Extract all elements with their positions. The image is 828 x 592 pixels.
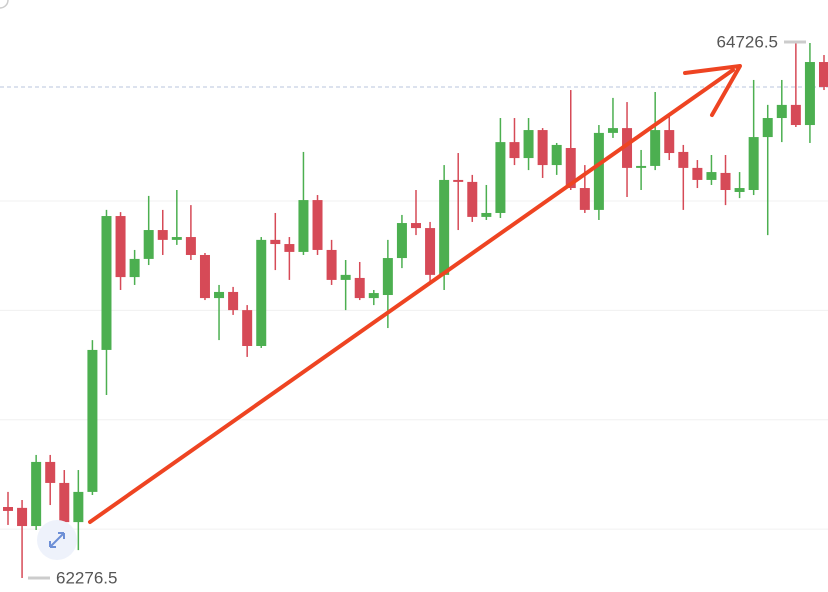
- candle-body: [17, 507, 28, 527]
- candle-body: [340, 274, 351, 280]
- candle-body: [199, 254, 210, 299]
- candle-body: [45, 461, 56, 483]
- candle-body: [495, 142, 506, 213]
- trend-arrow-head: [683, 64, 742, 117]
- grid: [0, 86, 828, 530]
- candle-body: [537, 130, 548, 166]
- candle-body: [185, 237, 196, 255]
- candle-body: [636, 165, 647, 168]
- candle-body: [129, 258, 140, 278]
- candle-body: [607, 128, 618, 133]
- candle-body: [411, 223, 421, 229]
- candles: [3, 42, 828, 578]
- candle-body: [59, 482, 70, 523]
- candle-body: [706, 172, 717, 180]
- candle-body: [242, 310, 253, 346]
- candle-body: [312, 200, 323, 250]
- candle-body: [790, 104, 801, 126]
- candle-body: [396, 223, 407, 259]
- candle-body: [551, 144, 562, 166]
- candle-body: [101, 216, 112, 350]
- candle-body: [762, 118, 773, 138]
- candle-body: [157, 230, 168, 240]
- candle-body: [73, 491, 84, 523]
- candle-body: [453, 179, 464, 182]
- candle-body: [382, 258, 393, 296]
- candle-body: [439, 179, 450, 275]
- candle-body: [256, 239, 267, 346]
- candle-body: [425, 228, 436, 275]
- candle-body: [270, 239, 281, 245]
- candle-body: [819, 62, 828, 87]
- candle-body: [565, 148, 576, 189]
- candle-body: [622, 128, 633, 168]
- candle-body: [171, 237, 182, 240]
- high-label: 64726.5: [717, 32, 778, 51]
- candle-body: [368, 293, 379, 299]
- candle-body: [467, 181, 478, 217]
- candle-body: [143, 230, 154, 259]
- candle-body: [228, 291, 239, 311]
- candle-body: [734, 188, 745, 192]
- candle-body: [678, 151, 689, 168]
- candle-body: [523, 130, 534, 159]
- candle-body: [664, 130, 675, 154]
- candle-body: [298, 200, 309, 252]
- candle-body: [692, 167, 703, 180]
- candle-body: [509, 142, 520, 159]
- corner-icon: [0, 0, 9, 9]
- candle-body: [3, 507, 13, 511]
- candle-body: [115, 216, 126, 278]
- candle-body: [748, 137, 759, 191]
- candle-body: [804, 62, 815, 126]
- candle-body: [31, 461, 42, 527]
- candle-body: [481, 212, 492, 217]
- candle-body: [650, 130, 661, 166]
- trend-arrow: [88, 68, 735, 524]
- candle-body: [579, 188, 590, 210]
- candle-body: [284, 244, 295, 252]
- candle-body: [776, 104, 787, 119]
- candle-body: [87, 349, 98, 492]
- labels: 64726.5 62276.5: [28, 32, 806, 587]
- candle-body: [720, 172, 731, 191]
- candle-body: [593, 132, 604, 210]
- candle-body: [214, 291, 225, 299]
- candle-body: [326, 249, 337, 280]
- low-label: 62276.5: [56, 568, 117, 587]
- candle-body: [354, 277, 365, 299]
- expand-icon[interactable]: [49, 532, 65, 548]
- expand-button[interactable]: [37, 520, 77, 560]
